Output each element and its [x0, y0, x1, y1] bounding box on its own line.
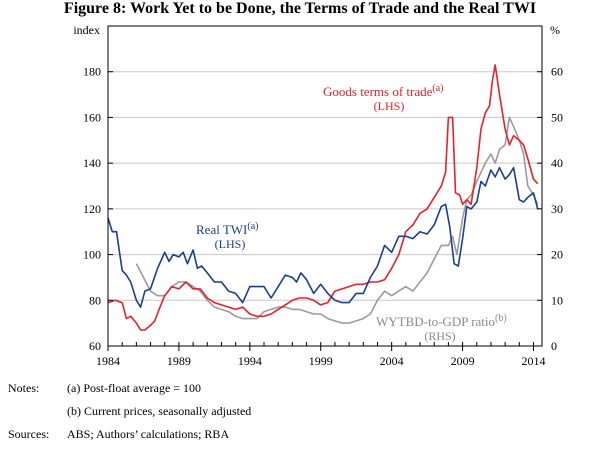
series-line-goods-terms-of-trade — [107, 64, 539, 331]
x-tick-label: 2004 — [380, 354, 404, 368]
series-line-real-twi — [107, 166, 539, 308]
plot-frame — [107, 25, 543, 347]
right-tick-label: 60 — [551, 65, 563, 79]
x-tick-label: 2009 — [451, 354, 475, 368]
x-tick-label: 1989 — [167, 354, 191, 368]
right-tick-label: 10 — [551, 293, 563, 307]
notes-label: Notes: — [8, 381, 40, 395]
right-tick-label: 50 — [551, 110, 563, 124]
right-tick-label: 30 — [551, 202, 563, 216]
right-tick-label: 20 — [551, 248, 563, 262]
x-tick-label: 1999 — [309, 354, 333, 368]
left-tick-label: 60 — [89, 339, 101, 353]
note-b-row: (b) Current prices, seasonally adjusted — [8, 404, 598, 422]
note-a: (a) Post-float average = 100 — [67, 381, 202, 395]
label-terms-of-trade: Goods terms of trade(a) — [323, 83, 444, 99]
left-tick-label: 100 — [83, 248, 101, 262]
right-axis-label: % — [550, 23, 560, 37]
label-real-twi-axis: (LHS) — [215, 237, 246, 251]
x-tick-label: 1994 — [238, 354, 262, 368]
sources-label: Sources: — [8, 427, 50, 441]
right-tick-label: 0 — [551, 339, 557, 353]
x-tick-label: 1984 — [96, 354, 120, 368]
left-tick-label: 120 — [83, 202, 101, 216]
left-tick-label: 80 — [89, 293, 101, 307]
label-wytbd-ratio: WYTBD-to-GDP ratio(b) — [376, 313, 507, 329]
sources-text: ABS; Authors’ calculations; RBA — [67, 427, 230, 441]
note-b: (b) Current prices, seasonally adjusted — [67, 404, 252, 418]
label-real-twi: Real TWI(a) — [196, 221, 259, 237]
series-lines — [107, 64, 539, 331]
label-terms-of-trade-axis: (LHS) — [374, 99, 405, 113]
left-axis-label: index — [73, 23, 100, 37]
x-tick-label: 2014 — [521, 354, 545, 368]
grid-lines — [108, 71, 542, 301]
left-tick-label: 180 — [83, 65, 101, 79]
series-line-wytbd-to-gdp-ratio — [135, 116, 539, 324]
right-tick-label: 40 — [551, 156, 563, 170]
sources-row: Sources: ABS; Authors’ calculations; RBA — [8, 427, 598, 445]
label-wytbd-ratio-axis: (RHS) — [424, 329, 455, 343]
note-a-row: Notes: (a) Post-float average = 100 — [8, 381, 598, 399]
left-tick-label: 160 — [83, 110, 101, 124]
left-tick-label: 140 — [83, 156, 101, 170]
chart-title: Figure 8: Work Yet to be Done, the Terms… — [63, 0, 537, 17]
